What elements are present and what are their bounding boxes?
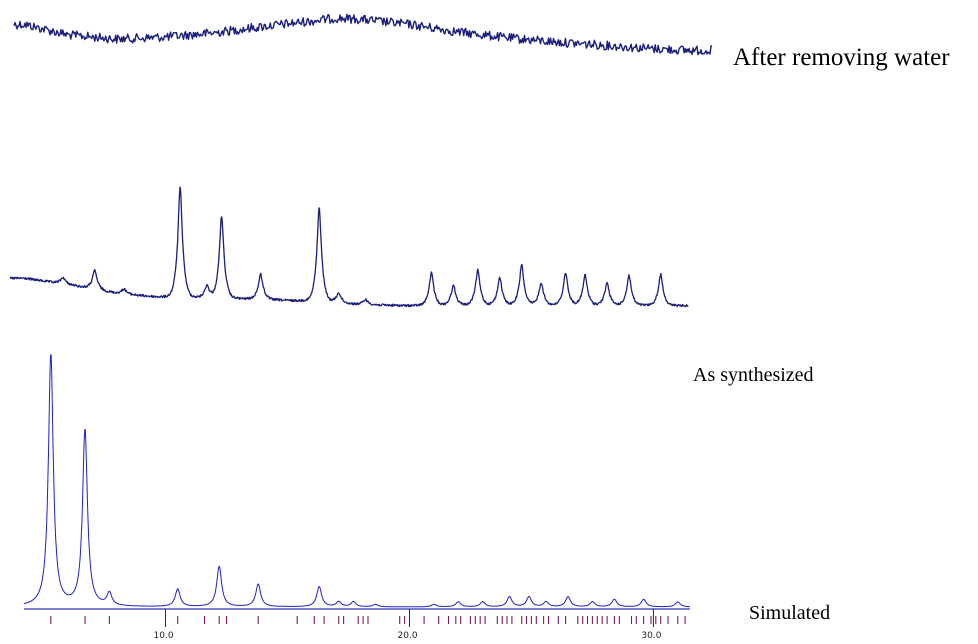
x-tick-label: 10.0 (154, 631, 174, 641)
x-tick-label: 20.0 (398, 631, 418, 641)
x-tick-label: 30.0 (641, 631, 661, 641)
label-simulated: Simulated (749, 602, 831, 624)
x-ticks: 10.0 20.0 30.0 (154, 609, 662, 641)
trace-simulated (23, 354, 691, 608)
label-as-synthesized: As synthesized (693, 364, 814, 386)
trace-after-removing-water (13, 13, 712, 56)
simulated-line (23, 354, 691, 608)
label-after-removing-water: After removing water (733, 44, 950, 71)
reflection-markers (50, 616, 686, 624)
trace-as-synthesized (9, 186, 689, 308)
after-removing-water-line (13, 13, 712, 56)
as-synthesized-line (9, 186, 689, 308)
